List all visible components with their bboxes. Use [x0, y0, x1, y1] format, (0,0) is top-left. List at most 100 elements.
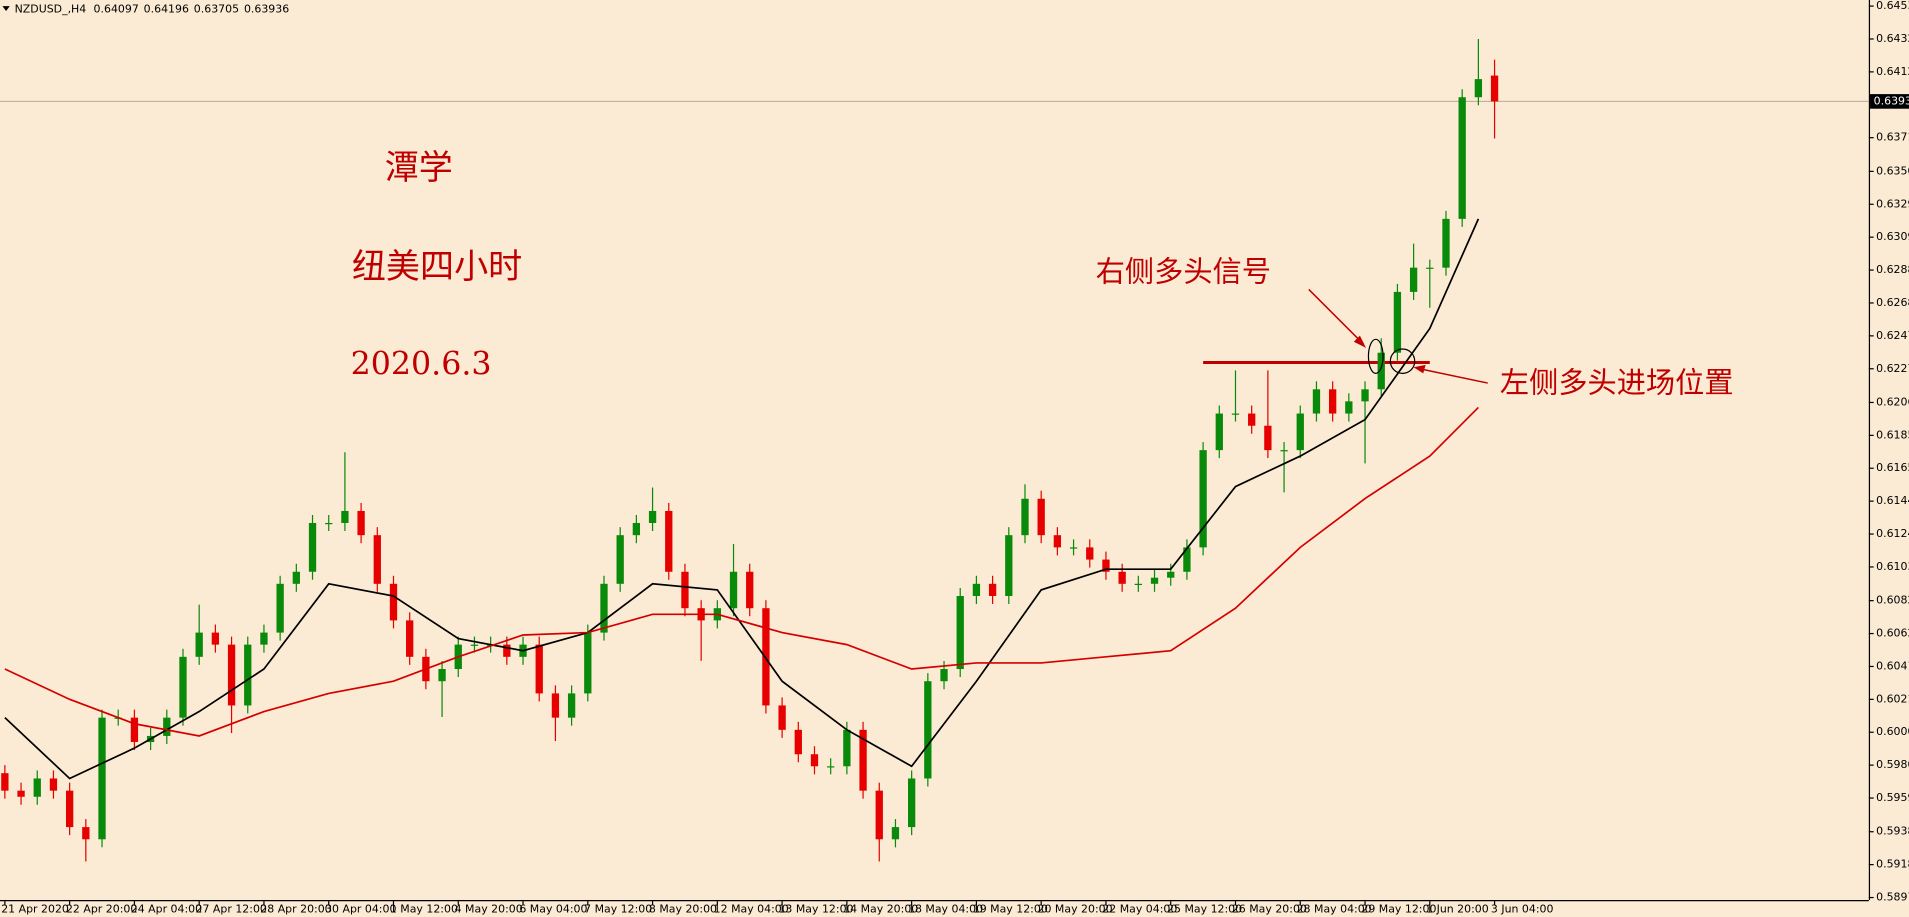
candle-body	[859, 729, 867, 791]
x-tick-label: 13 May 12:00	[778, 903, 853, 916]
candle-body	[1474, 79, 1483, 98]
candle-body	[1280, 450, 1288, 452]
circle-marker	[1389, 348, 1416, 374]
candle-body	[1312, 389, 1321, 414]
candle-body	[1248, 413, 1256, 426]
x-tick-label: 4 May 20:00	[455, 903, 523, 916]
x-tick-label: 14 May 20:00	[843, 903, 918, 916]
annotation: 纽美四小时	[352, 247, 522, 287]
header-open: 0.64097	[94, 3, 139, 16]
candle-body	[956, 596, 964, 670]
candle-body	[17, 790, 25, 797]
y-tick-label: 0.61855	[1876, 428, 1909, 441]
x-tick-label: 12 May 04:00	[714, 903, 789, 916]
y-tick-label: 0.58975	[1876, 891, 1909, 904]
menu-triangle	[2, 6, 10, 11]
header-low: 0.63705	[194, 3, 239, 16]
candle-body	[179, 656, 187, 718]
header-high: 0.64196	[144, 3, 189, 16]
candle-body	[276, 583, 284, 633]
candle-body	[1458, 97, 1466, 219]
candle-body	[341, 510, 349, 523]
candle-body	[325, 522, 333, 525]
header: NZDUSD_,H4 0.64097 0.64196 0.63705 0.63936	[15, 3, 290, 16]
candle-body	[1118, 571, 1126, 584]
candle-body	[1183, 547, 1191, 572]
y-tick-label: 0.62885	[1876, 263, 1909, 276]
candle-body	[924, 681, 932, 779]
y-tick-label: 0.61445	[1876, 494, 1909, 507]
symbol: NZDUSD_,H4	[15, 3, 87, 16]
y-tick-label: 0.62270	[1876, 362, 1909, 375]
candle-body	[665, 510, 673, 572]
candle-body	[746, 571, 754, 609]
y-tick-label: 0.59180	[1876, 858, 1909, 871]
x-tick-label: 3 Jun 04:00	[1491, 903, 1554, 916]
current-price-label: 0.63936	[1874, 94, 1909, 107]
candle-body	[810, 754, 819, 767]
x-tick-label: 24 Apr 04:00	[131, 903, 202, 916]
x-tick-label: 18 May 04:00	[908, 903, 983, 916]
x-tick-label: 25 May 12:00	[1167, 903, 1242, 916]
header-close: 0.63936	[244, 3, 289, 16]
annotation: 左侧多头进场位置	[1500, 365, 1734, 399]
y-tick-label: 0.64325	[1876, 32, 1909, 45]
candle-body	[1361, 389, 1369, 402]
candle-body	[163, 717, 171, 736]
candle-body	[308, 522, 317, 572]
candle-body	[438, 669, 446, 682]
candle-body	[600, 583, 608, 633]
candle-body	[1134, 583, 1142, 586]
candle-body	[616, 535, 624, 584]
candle-body	[778, 705, 786, 730]
candle-body	[632, 522, 641, 536]
y-tick-label: 0.60825	[1876, 594, 1909, 607]
candle-body	[567, 693, 576, 718]
candle-body	[389, 583, 398, 621]
x-tick-label: 27 Apr 12:00	[196, 903, 267, 916]
candle-body	[373, 535, 381, 584]
candle-body	[357, 510, 365, 536]
candle-body	[1409, 267, 1418, 292]
y-tick-label: 0.62060	[1876, 395, 1909, 408]
candle-body	[1, 773, 9, 791]
moving-average-line	[4, 218, 1480, 780]
candle-body	[762, 608, 770, 706]
arrow-head	[1353, 335, 1367, 348]
candle-body	[729, 571, 738, 609]
candle-body	[65, 790, 74, 828]
candle-body	[1069, 547, 1078, 549]
y-tick-label: 0.61240	[1876, 527, 1909, 540]
candle-body	[130, 717, 139, 743]
candle-body	[1102, 559, 1110, 572]
candle-body	[681, 571, 689, 609]
candle-body	[1199, 450, 1207, 548]
candle-body	[1393, 291, 1402, 353]
y-tick-label: 0.62680	[1876, 296, 1909, 309]
drawings	[1308, 288, 1488, 384]
candle-body	[988, 583, 997, 597]
candle-body	[1264, 425, 1272, 451]
candle-body	[292, 571, 300, 584]
candle-body	[907, 778, 916, 828]
x-tick-label: 22 Apr 20:00	[66, 903, 137, 916]
y-tick-label: 0.59800	[1876, 758, 1909, 771]
candle-body	[972, 583, 981, 597]
candle-body	[1053, 535, 1062, 548]
candle-body	[244, 644, 252, 706]
candle-body	[1328, 389, 1337, 414]
arrow-head	[1413, 364, 1426, 374]
candle-body	[1037, 498, 1045, 536]
candle-body	[891, 827, 900, 840]
y-tick-label: 0.63295	[1876, 197, 1909, 210]
candle-body	[843, 729, 851, 767]
candle-body	[211, 632, 220, 645]
candle-body	[940, 669, 948, 682]
candle-body	[1490, 75, 1499, 102]
y-tick-label: 0.60005	[1876, 725, 1909, 738]
x-tick-label: 19 May 12:00	[973, 903, 1048, 916]
y-tick-label: 0.61035	[1876, 560, 1909, 573]
